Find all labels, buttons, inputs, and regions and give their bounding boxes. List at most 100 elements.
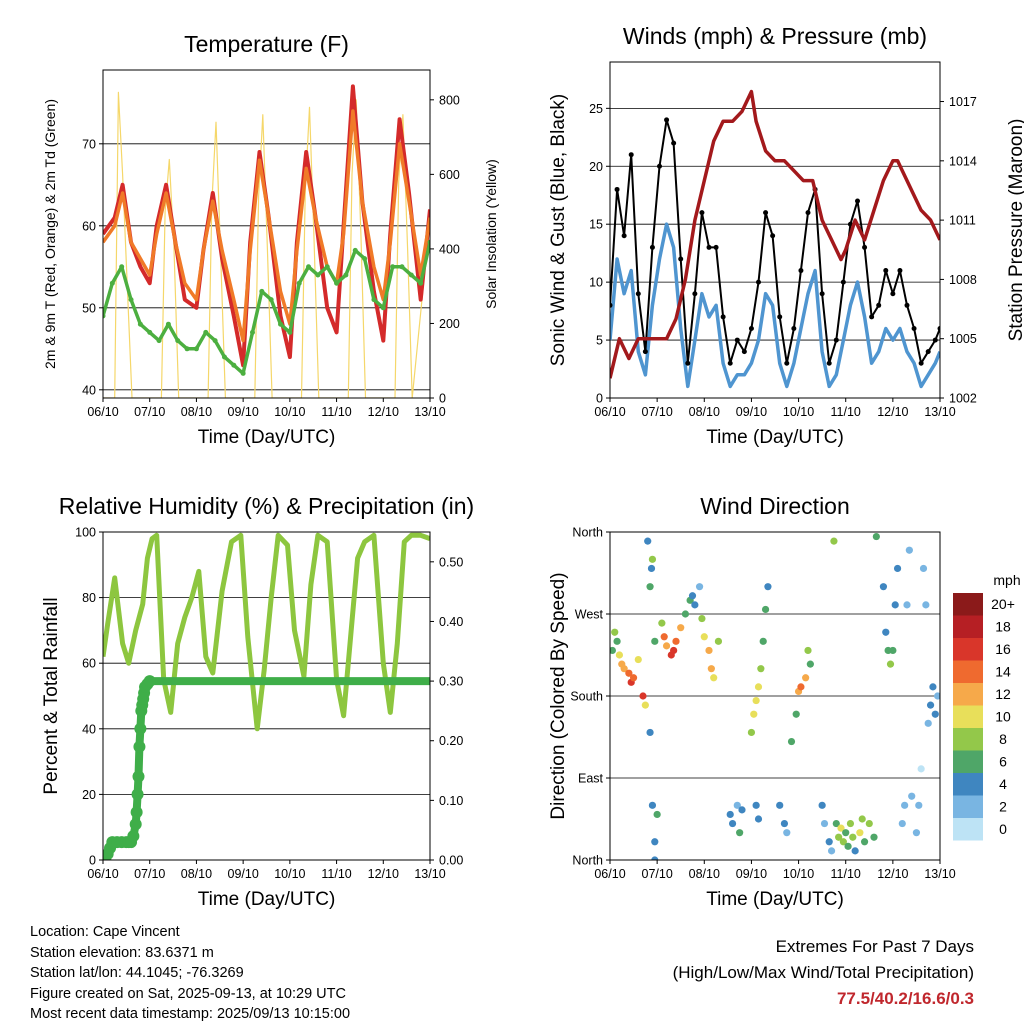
direction-point <box>835 833 843 841</box>
y-tick-label: South <box>570 690 603 704</box>
x-axis-label: Time (Day/UTC) <box>198 889 336 910</box>
direction-point <box>837 824 845 832</box>
direction-point <box>660 633 668 641</box>
x-tick-label: 08/10 <box>689 867 720 881</box>
y-axis-label: Percent & Total Rainfall <box>41 597 62 794</box>
colorbar-label: 4 <box>999 776 1007 792</box>
direction-point <box>776 801 784 809</box>
direction-point <box>653 810 661 819</box>
direction-point <box>839 838 847 846</box>
panel-temperature: Temperature (F) 40 50 60 70 0 200 400 600 800 06/1… <box>42 31 499 448</box>
direction-point <box>908 792 916 800</box>
direction-point <box>634 655 642 664</box>
direction-point <box>698 614 706 623</box>
direction-point <box>891 601 899 609</box>
latest-timestamp: Most recent data timestamp: 2025/09/13 1… <box>30 1006 351 1022</box>
direction-point <box>646 583 654 591</box>
direction-point <box>917 765 925 773</box>
y-tick-label: 100 <box>75 526 96 540</box>
direction-point <box>830 537 838 545</box>
direction-point <box>644 537 652 545</box>
series-line <box>610 89 940 379</box>
direction-point <box>757 665 765 673</box>
direction-point <box>924 719 932 727</box>
colorbar-swatch <box>953 615 983 638</box>
y2-tick-label: 1005 <box>949 332 977 346</box>
y2-tick-label: 0.50 <box>439 555 463 569</box>
x-tick-label: 06/10 <box>87 867 118 881</box>
y2-tick-label: 0.40 <box>439 615 463 629</box>
x-tick-label: 07/10 <box>642 867 673 881</box>
direction-point <box>842 829 850 837</box>
colorbar-swatch <box>953 750 983 773</box>
direction-point <box>919 564 928 573</box>
direction-point <box>700 633 708 641</box>
colorbar-swatch <box>953 638 983 661</box>
direction-point <box>797 683 805 691</box>
direction-point <box>750 710 758 718</box>
rain-point <box>132 770 145 783</box>
direction-point <box>759 637 767 645</box>
direction-point <box>783 829 791 837</box>
x-tick-label: 12/10 <box>877 867 908 881</box>
direction-point <box>733 801 741 809</box>
colorbar-swatch <box>953 705 983 728</box>
rain-point <box>131 788 144 801</box>
y-tick-label: 10 <box>589 276 603 290</box>
rain-point <box>133 740 146 753</box>
direction-point <box>613 637 621 645</box>
y2-tick-label: 0 <box>439 392 446 406</box>
y-axis-label: 2m & 9m T (Red, Orange) & 2m Td (Green) <box>42 99 58 369</box>
x-tick-label: 10/10 <box>783 867 814 881</box>
direction-point <box>672 637 680 645</box>
direction-point <box>646 728 654 737</box>
direction-point <box>806 660 814 668</box>
colorbar-label: 18 <box>995 619 1011 635</box>
y-tick-label: 70 <box>82 137 96 151</box>
direction-point <box>736 829 744 837</box>
direction-point <box>707 665 715 673</box>
direction-point <box>625 669 633 677</box>
direction-point <box>714 637 723 645</box>
y2-tick-label: 1008 <box>949 273 977 287</box>
direction-point <box>615 651 624 659</box>
direction-point <box>651 856 659 860</box>
direction-point <box>710 674 718 682</box>
direction-point <box>641 701 649 709</box>
direction-point <box>804 646 812 655</box>
colorbar-label: 16 <box>995 641 1011 657</box>
x-axis-label: Time (Day/UTC) <box>198 427 336 448</box>
y-axis-label: Direction (Colored By Speed) <box>548 572 569 819</box>
rain-point <box>134 722 147 735</box>
direction-point <box>728 819 737 828</box>
x-tick-label: 12/10 <box>368 405 399 419</box>
x-tick-label: 13/10 <box>414 867 445 881</box>
direction-point <box>851 847 859 855</box>
y-tick-label: North <box>572 526 603 540</box>
colorbar-title: mph <box>993 572 1020 588</box>
direction-point <box>726 810 734 819</box>
colorbar-swatch <box>953 728 983 751</box>
direction-point <box>820 819 829 828</box>
y-tick-label: 20 <box>589 160 603 174</box>
extremes-values: 77.5/40.2/16.6/0.3 <box>836 989 974 1008</box>
station-latlon: Station lat/lon: 44.1045; -76.3269 <box>30 965 244 981</box>
direction-point <box>747 728 756 737</box>
plot-area-humidity <box>103 532 430 860</box>
x-axis-label: Time (Day/UTC) <box>706 427 844 448</box>
direction-point <box>846 819 855 828</box>
direction-point <box>818 801 826 809</box>
x-tick-label: 07/10 <box>134 405 165 419</box>
y2-tick-label: 0.20 <box>439 734 463 748</box>
colorbar-swatch <box>953 795 983 818</box>
y-tick-label: West <box>575 608 604 622</box>
direction-point <box>792 710 800 718</box>
plot-frame <box>609 531 941 861</box>
direction-point <box>752 801 760 809</box>
extremes-title: Extremes For Past 7 Days <box>775 937 974 956</box>
y2-tick-label: 400 <box>439 242 460 256</box>
x-tick-label: 11/10 <box>831 867 861 881</box>
direction-point <box>893 564 902 573</box>
direction-point <box>651 637 659 645</box>
y2-tick-label: 1002 <box>949 392 977 406</box>
